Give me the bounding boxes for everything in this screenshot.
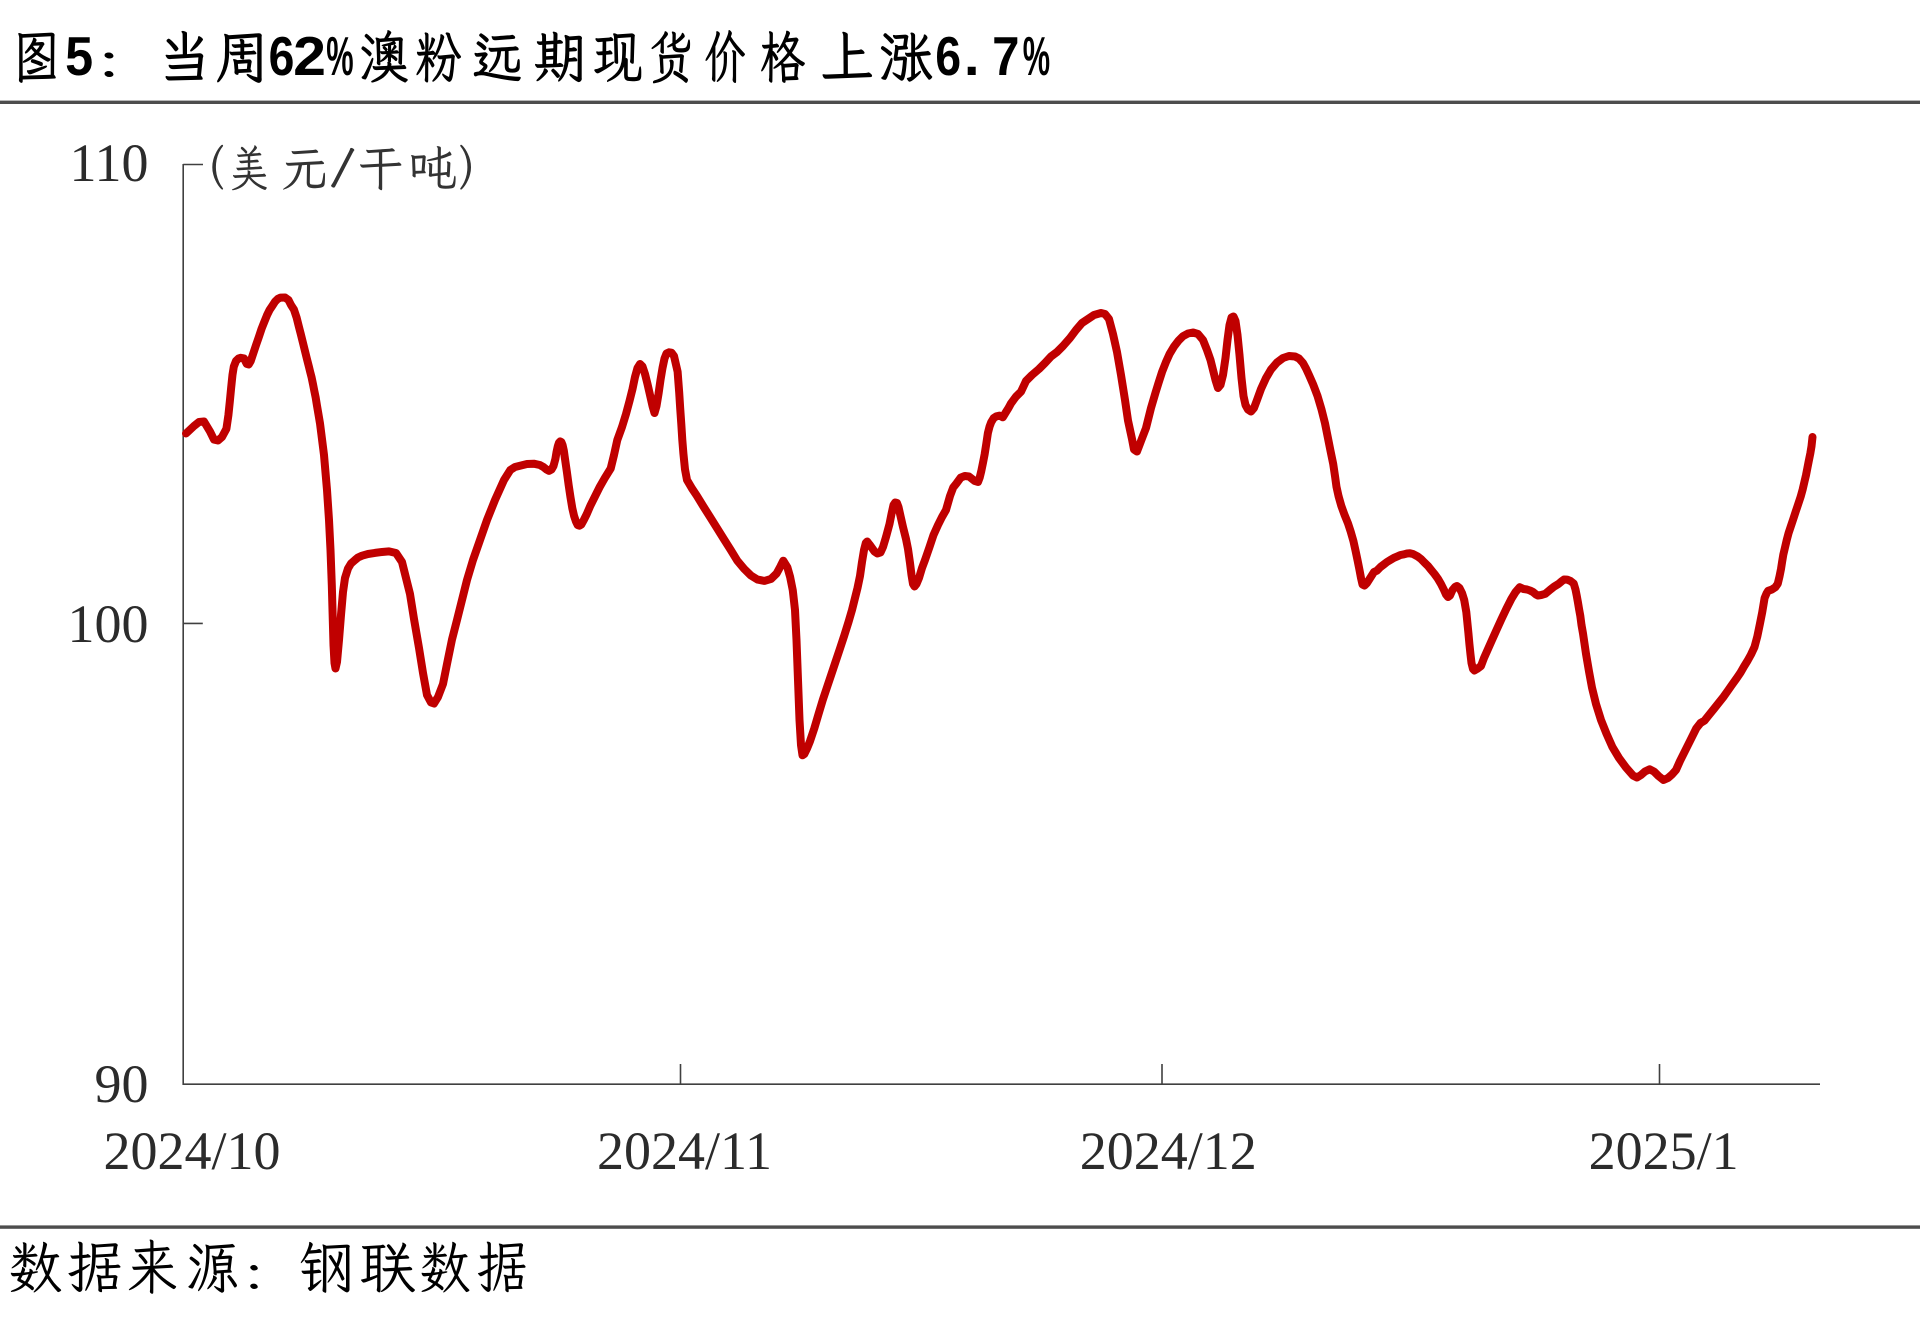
svg-text:100: 100 [68,594,149,654]
svg-text:90: 90 [95,1054,149,1114]
svg-text:2024/12: 2024/12 [1080,1121,1257,1181]
svg-text:2025/1: 2025/1 [1589,1121,1739,1181]
svg-text:2024/11: 2024/11 [597,1121,772,1181]
svg-text:110: 110 [70,133,149,193]
svg-text:2024/10: 2024/10 [103,1121,280,1181]
